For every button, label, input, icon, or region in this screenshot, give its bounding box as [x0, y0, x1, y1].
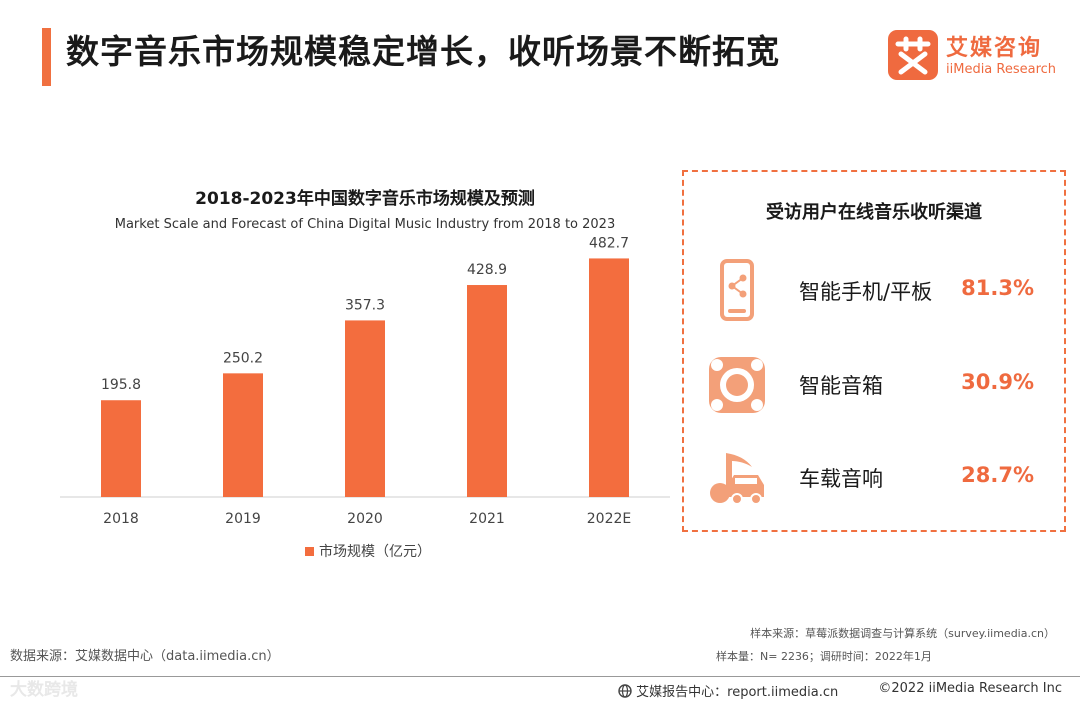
sample-size: 样本量：N= 2236；调研时间：2022年1月: [716, 650, 932, 663]
brand-subtitle: iiMedia Research: [946, 62, 1057, 77]
copyright: ©2022 iiMedia Research Inc: [878, 681, 1062, 696]
chart-subtitle: Market Scale and Forecast of China Digit…: [114, 217, 616, 232]
report-center-text: 艾媒报告中心：report.iimedia.cn: [636, 685, 839, 700]
channel-label: 智能手机/平板: [799, 280, 933, 304]
bar-chart: 195.8 2018 250.2 2019 357.3 2020 428.9 2021 482.…: [60, 235, 670, 560]
channel-value: 30.9%: [961, 370, 1034, 394]
report-center-link[interactable]: 艾媒报告中心：report.iimedia.cn: [618, 681, 838, 700]
listening-channels-panel: 受访用户在线音乐收听渠道 智能手机/平板 81.3%: [682, 170, 1066, 532]
channel-label: 智能音箱: [799, 374, 883, 398]
brand-name: 艾媒咨询: [946, 36, 1043, 61]
channel-value: 28.7%: [961, 463, 1034, 487]
speaker-icon: [704, 352, 770, 418]
iimedia-logo-icon: [888, 30, 938, 80]
channel-value: 81.3%: [961, 276, 1034, 300]
channel-item-car-audio: 车载音响 28.7%: [684, 445, 1064, 525]
channel-label: 车载音响: [799, 467, 883, 491]
bar-2021: [467, 285, 507, 497]
title-accent-bar: [42, 28, 51, 86]
globe-icon: [618, 684, 636, 700]
watermark: 大数跨境: [10, 680, 78, 700]
footer-divider: [0, 676, 1080, 677]
brand-logo-block: 艾媒咨询 iiMedia Research: [888, 30, 1063, 82]
legend-swatch: [305, 547, 314, 556]
smartphone-share-icon: [704, 258, 770, 324]
data-label: 428.9: [467, 262, 507, 278]
data-label: 195.8: [101, 377, 141, 393]
data-source: 数据来源：艾媒数据中心（data.iimedia.cn）: [10, 649, 280, 664]
channels-title: 受访用户在线音乐收听渠道: [766, 202, 982, 223]
x-tick-label: 2022E: [587, 511, 631, 527]
bar-2022E: [589, 258, 629, 497]
channel-item-smartphone: 智能手机/平板 81.3%: [684, 258, 1064, 338]
x-tick-label: 2018: [103, 511, 139, 527]
sample-source: 样本来源：草莓派数据调查与计算系统（survey.iimedia.cn）: [750, 627, 1055, 640]
x-tick-label: 2020: [347, 511, 383, 527]
legend-label: 市场规模（亿元）: [319, 543, 431, 560]
bar-2020: [345, 320, 385, 497]
page-title: 数字音乐市场规模稳定增长，收听场景不断拓宽: [66, 32, 780, 71]
car-music-icon: [704, 445, 770, 511]
channel-item-smart-speaker: 智能音箱 30.9%: [684, 352, 1064, 432]
data-label: 357.3: [345, 297, 385, 313]
data-label: 250.2: [223, 350, 263, 366]
bar-2018: [101, 400, 141, 497]
chart-title: 2018-2023年中国数字音乐市场规模及预测: [195, 189, 535, 209]
x-tick-label: 2019: [225, 511, 261, 527]
data-label: 482.7: [589, 235, 629, 251]
bar-2019: [223, 373, 263, 497]
x-tick-label: 2021: [469, 511, 505, 527]
